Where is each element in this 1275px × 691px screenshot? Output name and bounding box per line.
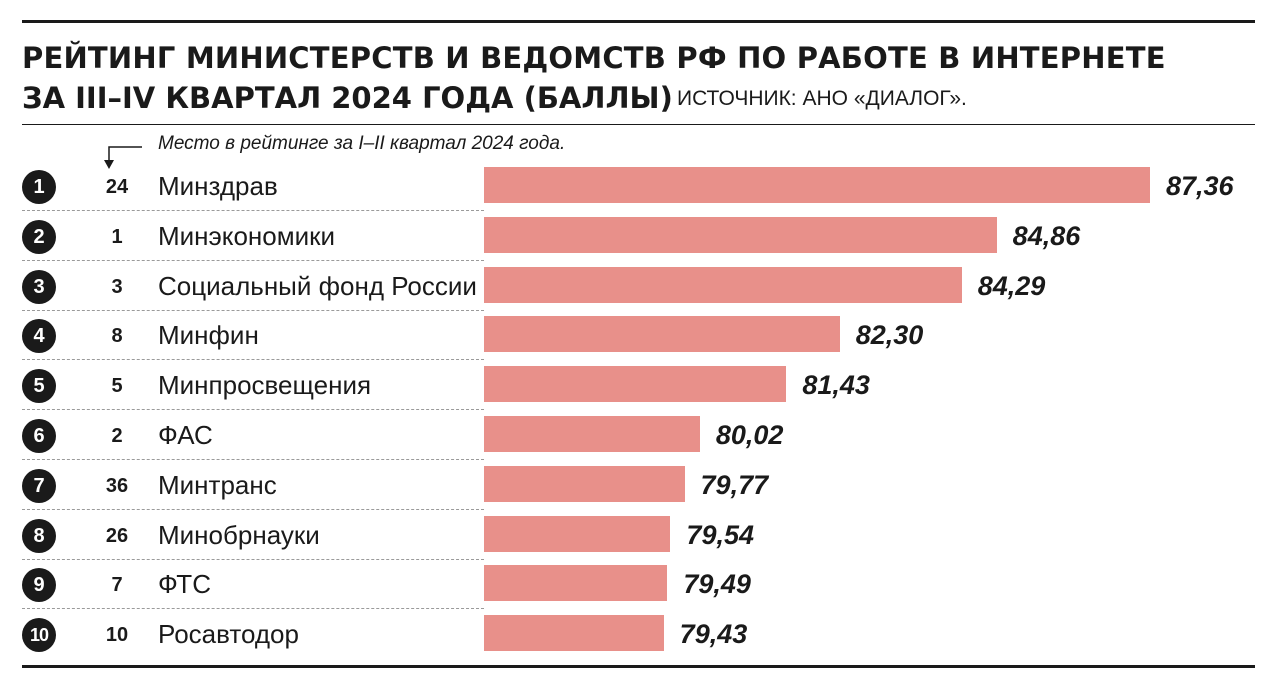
chart-title-line2: ЗА III–IV КВАРТАЛ 2024 ГОДА (БАЛЛЫ): [22, 81, 673, 115]
previous-rank: 7: [111, 574, 123, 597]
previous-rank: 1: [111, 225, 123, 248]
score-value: 84,29: [977, 270, 1046, 301]
score-value: 84,86: [1012, 220, 1081, 251]
score-bar: [484, 465, 685, 502]
agency-name: Минобрнауки: [158, 519, 320, 550]
score-bar: [484, 366, 787, 403]
previous-rank: 5: [111, 375, 123, 398]
arrow-down-icon: [104, 146, 142, 169]
top-rule: [22, 20, 1255, 23]
chart-title: РЕЙТИНГ МИНИСТЕРСТВ И ВЕДОМСТВ РФ ПО РАБ…: [22, 41, 1166, 75]
agency-name: Минпросвещения: [158, 370, 372, 401]
previous-rank: 8: [111, 325, 123, 348]
agency-name: ФТС: [158, 569, 211, 600]
source-note: ИСТОЧНИК: АНО «ДИАЛОГ».: [677, 87, 967, 110]
ranking-row: 5 5 Минпросвещения 81,43: [22, 360, 1255, 411]
rank-badge: 8: [22, 518, 56, 553]
score-bar: [484, 515, 671, 552]
ranking-row: 10 10 Росавтодор 79,43: [22, 609, 1255, 659]
rank-badge: 4: [22, 319, 56, 354]
rank-badge: 6: [22, 419, 56, 453]
row-divider: [22, 359, 484, 361]
row-divider: [22, 309, 484, 311]
previous-rank: 3: [111, 275, 123, 298]
row-divider: [22, 409, 484, 411]
rank-badge: 2: [22, 219, 56, 254]
rank-badge: 7: [22, 468, 56, 503]
ranking-row: 6 2 ФАС 80,02: [22, 410, 1255, 460]
score-value: 80,02: [715, 420, 784, 450]
score-value: 81,43: [802, 370, 870, 401]
score-value: 79,77: [700, 469, 769, 500]
agency-name: Минфин: [158, 320, 259, 351]
previous-rank: 2: [111, 425, 123, 447]
agency-name: Социальный фонд России: [158, 270, 477, 301]
score-value: 79,54: [686, 519, 754, 550]
score-value: 82,30: [855, 320, 924, 351]
previous-rank: 24: [105, 176, 129, 198]
rank-badge: 10: [22, 618, 56, 653]
score-bar: [484, 565, 668, 602]
ranking-row: 3 3 Социальный фонд России 84,29: [22, 261, 1255, 311]
score-bar: [484, 615, 664, 652]
agency-name: Минэкономики: [158, 220, 336, 251]
agency-name: Минздрав: [158, 171, 278, 201]
score-bar: [484, 316, 840, 353]
rank-badge: 1: [22, 170, 56, 204]
score-bar: [484, 416, 700, 452]
ranking-row: 7 36 Минтранс 79,77: [22, 460, 1255, 510]
previous-rank: 26: [105, 524, 129, 547]
ranking-row: 4 8 Минфин 82,30: [22, 310, 1255, 361]
row-divider: [22, 608, 484, 610]
previous-rank-note: Место в рейтинге за I–II квартал 2024 го…: [158, 133, 566, 154]
row-divider: [22, 459, 484, 460]
rank-badge: 9: [22, 568, 56, 603]
row-divider: [22, 210, 484, 211]
agency-name: ФАС: [158, 420, 213, 450]
score-value: 79,43: [679, 619, 748, 650]
ranking-row: 2 1 Минэкономики 84,86: [22, 211, 1255, 261]
previous-rank: 10: [105, 624, 129, 647]
previous-rank: 36: [105, 474, 129, 497]
ranking-row: 9 7 ФТС 79,49: [22, 559, 1255, 610]
score-bar: [484, 216, 997, 253]
agency-name: Росавтодор: [158, 619, 299, 650]
ranking-row: 1 24 Минздрав 87,36: [22, 161, 1255, 211]
bottom-rule: [22, 665, 1255, 668]
row-divider: [22, 558, 484, 560]
rank-badge: 5: [22, 369, 56, 404]
score-bar: [484, 266, 962, 303]
agency-name: Минтранс: [158, 469, 277, 500]
score-bar: [484, 167, 1150, 203]
score-value: 79,49: [683, 569, 751, 600]
score-value: 87,36: [1166, 171, 1234, 201]
row-divider: [22, 508, 484, 510]
header-rule: [22, 124, 1255, 125]
row-divider: [22, 259, 484, 261]
rank-badge: 3: [22, 269, 56, 304]
ranking-row: 8 26 Минобрнауки 79,54: [22, 510, 1255, 560]
